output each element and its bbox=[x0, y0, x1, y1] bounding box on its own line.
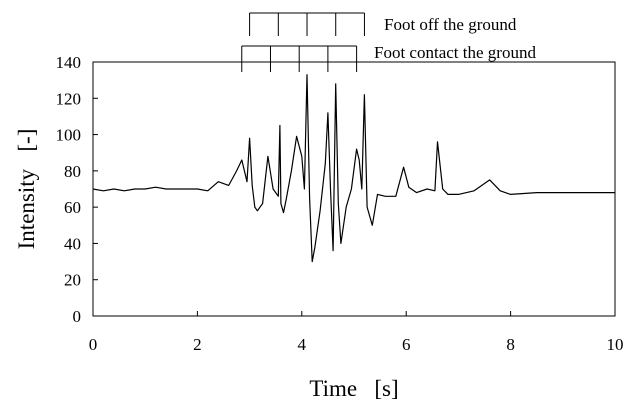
x-tick-label: 8 bbox=[506, 335, 515, 354]
foot-off-markers: Foot off the ground bbox=[249, 12, 517, 36]
y-tick-label: 0 bbox=[73, 307, 82, 326]
x-tick-label: 0 bbox=[89, 335, 98, 354]
x-tick-label: 10 bbox=[607, 335, 624, 354]
intensity-series-line bbox=[92, 74, 615, 263]
y-tick-label: 40 bbox=[64, 234, 81, 253]
y-tick-label: 20 bbox=[64, 271, 81, 290]
y-tick-label: 100 bbox=[56, 126, 82, 145]
y-axis: 0 20 40 60 80 100 120 140 bbox=[56, 53, 98, 326]
plot-area bbox=[92, 61, 616, 317]
foot-contact-markers: Foot contact the ground bbox=[241, 43, 536, 72]
y-tick-label: 60 bbox=[64, 198, 81, 217]
y-axis-title: Intensity [-] bbox=[14, 129, 39, 250]
y-tick-label: 140 bbox=[56, 53, 82, 72]
x-axis-title: Time [s] bbox=[309, 376, 398, 401]
y-tick-label: 80 bbox=[64, 162, 81, 181]
annotation-label: Foot contact the ground bbox=[374, 43, 536, 62]
annotation-layer: Foot off the ground Foot contact the grou… bbox=[241, 12, 536, 72]
x-tick-label: 2 bbox=[193, 335, 202, 354]
annotation-label: Foot off the ground bbox=[384, 15, 517, 34]
x-tick-label: 4 bbox=[298, 335, 307, 354]
y-tick-label: 120 bbox=[56, 89, 82, 108]
x-axis: 0 2 4 6 8 10 bbox=[89, 311, 624, 354]
x-tick-label: 6 bbox=[402, 335, 411, 354]
